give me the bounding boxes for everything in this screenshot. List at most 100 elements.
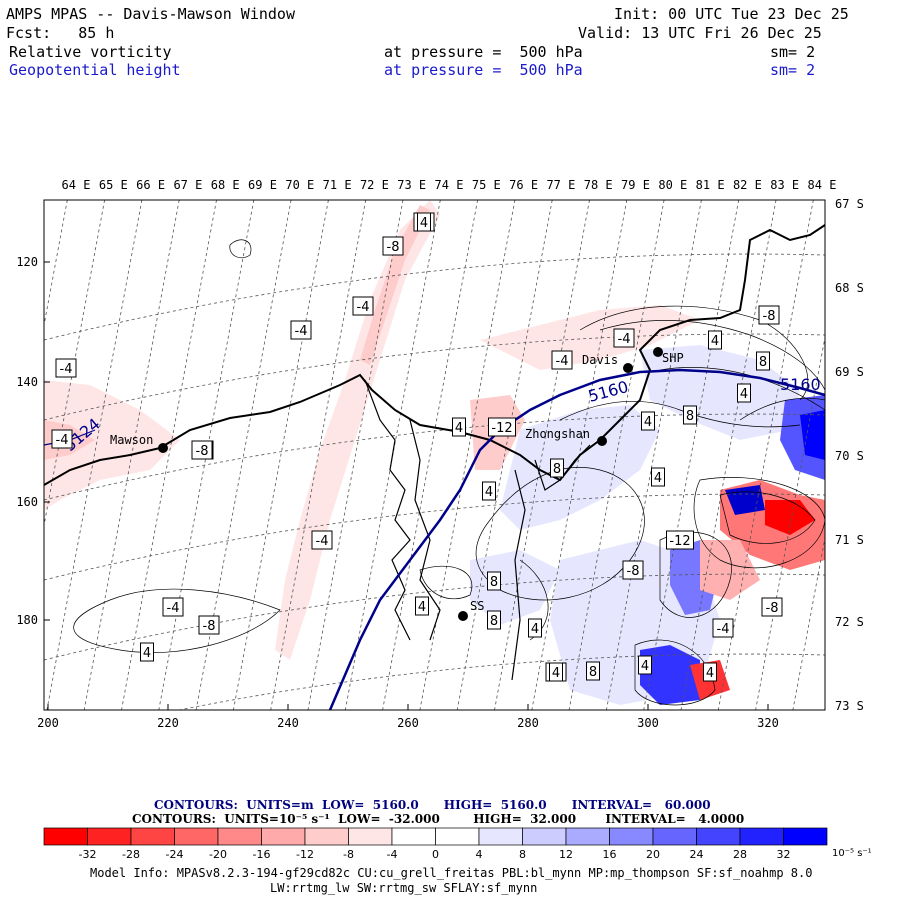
colorbar-tick-label: -20 <box>209 848 227 861</box>
contour-label-text: 4 <box>654 471 662 486</box>
colorbar-swatch <box>783 827 828 846</box>
longitude-label: 68 E <box>211 178 240 192</box>
contour-label-box <box>683 405 697 425</box>
contour-label-text: -8 <box>203 619 216 634</box>
contour-label-box <box>550 458 564 478</box>
colorbar-swatch <box>565 827 610 846</box>
contour-label-box <box>417 212 431 232</box>
contour-label-text: -4 <box>60 362 73 377</box>
meridian-line <box>568 200 665 710</box>
contour-label-box <box>140 642 154 662</box>
contour-label: 4 <box>452 417 466 437</box>
colorbar-tick-label: 20 <box>646 848 660 861</box>
negative-vorticity-band <box>275 200 440 660</box>
contour-line <box>229 239 252 259</box>
contour-label-box <box>311 530 333 550</box>
longitude-label: 83 E <box>770 178 799 192</box>
contour-label: 8 <box>487 571 501 591</box>
longitude-label: 75 E <box>472 178 501 192</box>
contour-label: -4 <box>352 296 374 316</box>
contour-labels: -4 -8 -4 -4 -4 -4 -4 -8 -4 -4 4 -12 4 4 8 4 4 8 8 4 8 4 -8 4 -4 -… <box>51 212 783 682</box>
contour-label-text: -12 <box>491 421 512 436</box>
station-label: SHP <box>662 351 684 365</box>
station-label: Zhongshan <box>525 427 590 441</box>
contour-label: -8 <box>758 305 780 325</box>
contour-label-text: 4 <box>706 666 714 681</box>
colorbar-tick-label: -24 <box>166 848 184 861</box>
latitude-label: 68 S <box>835 281 864 295</box>
stations: Mawson Davis SHP Zhongshan SS <box>110 347 684 621</box>
longitude-label: 82 E <box>733 178 762 192</box>
contour-label-text: 4 <box>644 415 652 430</box>
ice-shelf-line <box>409 419 441 641</box>
colorbar-swatch <box>739 827 784 846</box>
contour-label-text: 8 <box>490 614 498 629</box>
contour-label-box <box>756 351 770 371</box>
latitude-label: 73 S <box>835 699 864 713</box>
longitude-label: 67 E <box>173 178 202 192</box>
ice-shelf-line <box>364 379 411 641</box>
contour-label: 8 <box>756 351 770 371</box>
contour-line <box>73 588 281 653</box>
contour-label: -8 <box>191 440 213 460</box>
ice-shelf-lines <box>364 379 591 681</box>
contour-label-text: 8 <box>490 575 498 590</box>
contour-label-box <box>487 610 501 630</box>
contour-label-text: -4 <box>556 354 569 369</box>
colorbar-tick-label: 4 <box>476 848 483 861</box>
longitude-label: 77 E <box>546 178 575 192</box>
colorbar-swatch <box>174 827 219 846</box>
parallel-line <box>44 493 825 581</box>
plot-frame <box>43 199 826 711</box>
contour-label-text: -4 <box>56 433 69 448</box>
contour-label-box <box>638 655 652 675</box>
contour-label: 8 <box>550 458 564 478</box>
meridian-line <box>680 200 777 710</box>
meridian-line <box>755 335 825 710</box>
colorbar-swatch <box>87 827 132 846</box>
contour-label: 4 <box>417 212 431 232</box>
colorbar-unit: 10⁻⁵ s⁻¹ <box>832 848 872 859</box>
positive-vorticity-south <box>470 550 560 625</box>
x-tick-label: 320 <box>757 716 779 730</box>
height-contour-info: CONTOURS: UNITS=m LOW= 5160.0 HIGH= 5160… <box>154 798 711 812</box>
left-y-axis: 120 140 160 180 <box>16 255 50 627</box>
contour-label-text: 4 <box>552 666 560 681</box>
contour-label-box <box>488 417 516 437</box>
contour-label-text: -8 <box>763 309 776 324</box>
contour-label: 4 <box>638 655 652 675</box>
contour-label-text: -8 <box>387 240 400 255</box>
contour-label-box <box>761 597 783 617</box>
contour-label: -4 <box>613 328 635 348</box>
longitude-label: 78 E <box>584 178 613 192</box>
contour-label-text: -4 <box>295 324 308 339</box>
contour-label-text: 8 <box>686 409 694 424</box>
contour-label-text: -8 <box>196 444 209 459</box>
contour-label: -4 <box>162 597 184 617</box>
colorbar-tick-label: 12 <box>559 848 573 861</box>
contour-label-box <box>708 330 722 350</box>
colorbar-swatch <box>130 827 175 846</box>
longitude-label: 70 E <box>285 178 314 192</box>
contour-label: 4 <box>737 383 751 403</box>
contour-line <box>599 319 826 391</box>
contour-label-box <box>622 560 644 580</box>
contour-line <box>579 305 809 401</box>
colorbar-swatch <box>304 827 349 846</box>
contour-label-box <box>758 305 780 325</box>
forecast-hour: Fcst: 85 h <box>6 24 115 42</box>
colorbar-swatch <box>348 827 393 846</box>
field1-level: at pressure = 500 hPa <box>384 43 583 61</box>
meridian-line <box>643 200 740 710</box>
station-marker <box>623 363 633 373</box>
valid-time: Valid: 13 UTC Fri 26 Dec 25 <box>578 24 822 42</box>
colorbar-tick-label: 24 <box>690 848 704 861</box>
contour-label-text: -4 <box>618 332 631 347</box>
contour-label-box <box>613 328 635 348</box>
contour-label-box <box>290 320 312 340</box>
contour-label-box <box>191 440 213 460</box>
latitude-label: 67 S <box>835 197 864 211</box>
colorbar-swatch <box>217 827 262 846</box>
coastline <box>43 224 826 486</box>
contour-label: -12 <box>488 417 516 437</box>
